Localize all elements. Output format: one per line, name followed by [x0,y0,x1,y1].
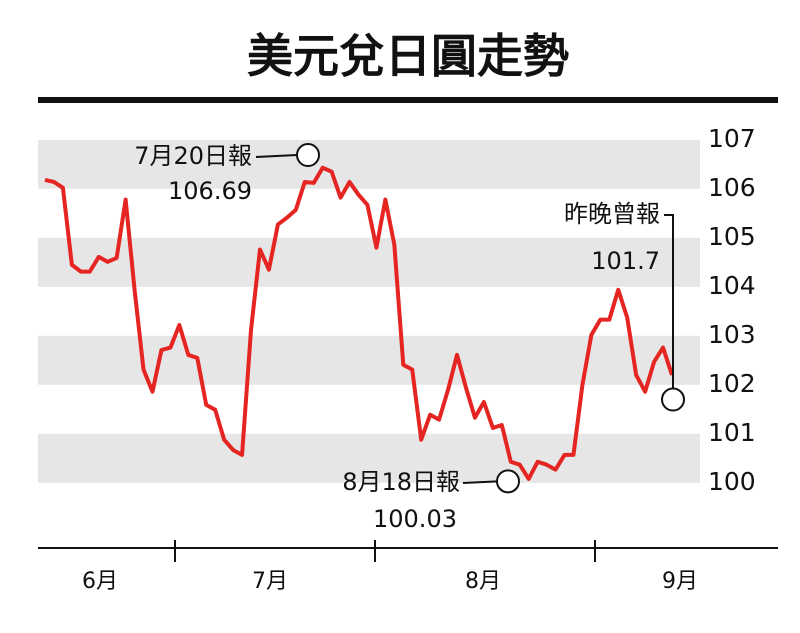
annotation-label: 8月18日報 [342,468,460,496]
y-tick-label: 101 [708,418,756,447]
annotation-value: 106.69 [168,177,252,205]
annotation-label: 7月20日報 [134,142,252,170]
annotation-value: 101.7 [591,247,660,275]
annotation-value: 100.03 [373,505,457,533]
y-tick-label: 106 [708,173,756,202]
y-tick-label: 103 [708,320,756,349]
annotation-leader [664,214,674,389]
y-tick-label: 100 [708,467,756,496]
annotation-marker [661,387,685,412]
grid-band [38,237,700,287]
annotation-label: 昨晚曾報 [564,200,660,228]
line [44,165,674,481]
annotation-leader [255,153,298,158]
month-label: 6月 [82,569,118,594]
y-tick-label: 105 [708,222,756,251]
annotation-marker [296,142,320,167]
grid-band [38,433,700,483]
month-label: 9月 [662,569,698,594]
annotation-leader [462,480,498,484]
grid-band [38,139,700,189]
month-label: 8月 [465,569,501,594]
y-tick-label: 102 [708,369,756,398]
y-tick-label: 104 [708,271,756,300]
y-tick-label: 107 [708,124,756,153]
title-rule [38,97,778,103]
annotation-marker [496,469,520,494]
chart-title: 美元兌日圓走勢 [247,29,569,83]
month-label: 7月 [252,569,288,594]
grid-band [38,335,700,385]
